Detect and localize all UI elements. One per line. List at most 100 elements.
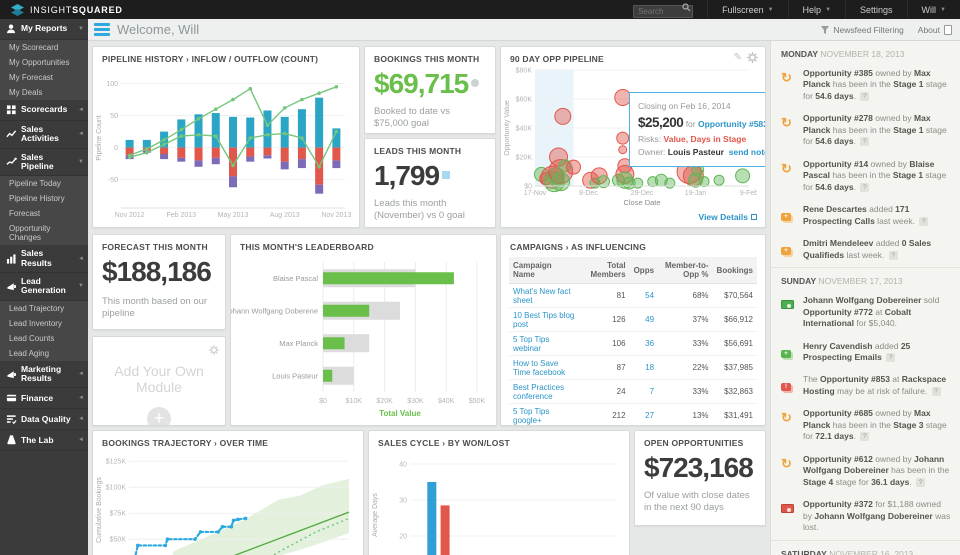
gear-icon[interactable] <box>747 52 758 63</box>
opps-link[interactable]: 36 <box>629 331 659 356</box>
add-module-button[interactable]: + <box>147 407 171 425</box>
tooltip-opportunity-link[interactable]: Opportunity #583 <box>697 118 766 129</box>
insightsquared-logo[interactable]: INSIGHTSQUARED <box>0 3 133 16</box>
sidebar-item-my-reports[interactable]: My Reports ▼ <box>0 19 88 40</box>
campaign-link[interactable]: How to Save Time facebook <box>509 355 579 380</box>
about-button[interactable]: About <box>918 24 952 35</box>
sidebar-subitem-lead-inventory[interactable]: Lead Inventory <box>0 315 88 331</box>
svg-text:$75K: $75K <box>110 511 127 518</box>
help-icon[interactable]: ? <box>886 352 896 362</box>
search-icon[interactable] <box>682 2 691 12</box>
sidebar-subitem-my-forecast[interactable]: My Forecast <box>0 70 88 85</box>
opps-link[interactable]: 49 <box>629 307 659 332</box>
newsfeed-filtering-button[interactable]: Newsfeed Filtering <box>821 25 904 35</box>
sidebar-subitem-pipeline-today[interactable]: Pipeline Today <box>0 176 88 192</box>
help-icon[interactable]: ? <box>919 216 929 226</box>
sidebar-subitem-my-deals[interactable]: My Deals <box>0 85 88 100</box>
menu-toggle-button[interactable] <box>94 23 110 36</box>
help-icon[interactable]: ? <box>860 182 870 192</box>
panel-leads-month: LEADS THIS MONTH 1,799 Leads this month … <box>364 138 496 228</box>
sidebar-subitem-my-opportunities[interactable]: My Opportunities <box>0 55 88 70</box>
sidebar-subitem-forecast[interactable]: Forecast <box>0 206 88 222</box>
feed-item[interactable]: ↻ Opportunity #385 owned by Max Planck ha… <box>781 68 947 101</box>
help-icon[interactable]: ? <box>860 432 870 442</box>
svg-text:8-Dec: 8-Dec <box>579 190 598 197</box>
feed-item[interactable]: ↻ Opportunity #278 owned by Max Planck ha… <box>781 113 947 147</box>
settings-button[interactable]: Settings <box>845 0 907 19</box>
column-header-total-members[interactable]: Total Members <box>578 257 630 284</box>
opps-link[interactable]: 18 <box>629 355 659 380</box>
column-header-member-to-opp[interactable]: Member-to-Opp % <box>658 257 713 284</box>
sidebar-item-sales-pipeline[interactable]: Sales Pipeline ▼ <box>0 149 88 177</box>
help-icon[interactable]: ? <box>860 91 870 101</box>
sidebar-subitem-lead-counts[interactable]: Lead Counts <box>0 330 88 346</box>
panel-title: BOOKINGS THIS MONTH <box>374 54 480 64</box>
feed-item[interactable]: + Dmitri Mendeleev added 0 Sales Qualifie… <box>771 233 960 267</box>
svg-text:$40K: $40K <box>438 398 455 405</box>
sidebar-item-sales-activities[interactable]: Sales Activities ◄ <box>0 121 88 149</box>
sidebar-subitem-lead-aging[interactable]: Lead Aging <box>0 345 88 361</box>
feed-item[interactable]: + Henry Cavendish added 25 Prospecting Em… <box>771 336 960 370</box>
gear-icon[interactable] <box>209 345 219 355</box>
campaign-link[interactable]: What's New fact sheet <box>509 283 579 308</box>
sidebar-subitem-opportunity-changes[interactable]: Opportunity Changes <box>0 221 88 246</box>
column-header-bookings[interactable]: Bookings <box>712 257 757 284</box>
sidebar-item-data-quality[interactable]: Data Quality ◄ <box>0 409 88 431</box>
opps-link[interactable]: 54 <box>629 283 659 308</box>
send-note-link[interactable]: send note <box>728 146 766 157</box>
feed-item[interactable]: ↻ Opportunity #685 owned by Max Planck ha… <box>781 408 947 442</box>
svg-text:-50: -50 <box>108 177 118 184</box>
edit-icon[interactable]: ✎ <box>733 52 742 63</box>
column-header-campaign-name[interactable]: Campaign Name <box>509 257 579 284</box>
panel-sales-cycle: SALES CYCLE › BY WON/LOST 40 30 20 Average … <box>368 430 630 555</box>
sidebar-item-sales-results[interactable]: Sales Results ◄ <box>0 245 88 274</box>
sidebar-subitem-pipeline-history[interactable]: Pipeline History <box>0 191 88 207</box>
sidebar-item-marketing-results[interactable]: Marketing Results ◄ <box>0 361 88 389</box>
pipeline-history-chart[interactable]: 100 50 0 -50 Nov 2012 Feb 2013 May 2013 Aug 201… <box>93 66 351 221</box>
feed-item[interactable]: Opportunity #372 for $1,188 owned by Joh… <box>771 494 960 539</box>
opps-link[interactable]: 7 <box>629 379 659 404</box>
trajectory-line-chart[interactable]: $125K $100K $75K $50K Cumulative Bookings <box>93 450 355 555</box>
feed-item[interactable]: ! The Opportunity #853 at Rackspace Hosti… <box>771 369 960 403</box>
sales-cycle-bar-chart[interactable]: 40 30 20 Average Days <box>369 450 621 555</box>
sidebar-item-finance[interactable]: Finance ◄ <box>0 388 88 410</box>
user-menu[interactable]: Will ▼ <box>906 0 960 19</box>
campaign-link[interactable]: 5 Top Tips webinar <box>509 331 579 356</box>
chart-icon <box>6 128 17 140</box>
external-link-icon <box>751 214 757 220</box>
content-header: Welcome, Will Newsfeed Filtering About <box>88 19 960 41</box>
svg-text:Blaise Pascal: Blaise Pascal <box>273 274 318 283</box>
goal-indicator-icon[interactable] <box>471 79 480 87</box>
campaign-link[interactable]: Best Practices conference <box>509 379 579 404</box>
chevron-down-icon: ▼ <box>940 6 946 13</box>
opp-pipeline-scatter-chart[interactable]: $80K $60K $40K $20K $017-Nov 8-Dec 29-Dec 19-Ja… <box>501 66 758 214</box>
campaign-link[interactable]: 10 Best Tips blog post <box>509 307 579 332</box>
sidebar-item-lead-generation[interactable]: Lead Generation ▼ <box>0 273 88 301</box>
feed-item[interactable]: + Rene Descartes added 171 Prospecting Ca… <box>771 199 960 233</box>
svg-text:Opportunity Value: Opportunity Value <box>504 100 511 156</box>
column-header-opps[interactable]: Opps <box>629 257 659 284</box>
feed-item[interactable]: ↻ Opportunity #14 owned by Blaise Pascal … <box>781 158 947 192</box>
search-input[interactable] <box>633 4 694 18</box>
chevron-right-icon: ◄ <box>78 107 84 113</box>
sidebar-item-the-lab[interactable]: The Lab ◄ <box>0 430 88 452</box>
help-icon[interactable]: ? <box>916 477 926 487</box>
help-icon[interactable]: ? <box>860 137 870 147</box>
main-content: PIPELINE HISTORY › INFLOW / OUTFLOW (COU… <box>88 41 770 555</box>
campaign-link[interactable]: 5 Top Tips google+ <box>509 403 579 425</box>
sidebar-subitem-my-scorecard[interactable]: My Scorecard <box>0 40 88 55</box>
fullscreen-button[interactable]: Fullscreen ▼ <box>707 0 787 19</box>
sidebar-item-scorecards[interactable]: Scorecards ◄ <box>0 100 88 121</box>
help-icon[interactable]: ? <box>888 250 898 260</box>
tooltip-amount: $25,200 <box>638 114 684 130</box>
view-details-link[interactable]: View Details <box>699 212 757 222</box>
opps-link[interactable]: 27 <box>629 403 659 425</box>
sidebar-subitem-lead-trajectory[interactable]: Lead Trajectory <box>0 300 88 316</box>
help-icon[interactable]: ? <box>931 386 941 396</box>
leaderboard-bar-chart[interactable]: $0 $10K $20K $30K $40K $50K Blaise Pascal Johan… <box>231 254 488 422</box>
feed-item[interactable]: Johann Wolfgang Dobereiner sold Opportun… <box>771 290 960 335</box>
chevron-right-icon: ◄ <box>78 131 84 138</box>
feed-item[interactable]: ↻ Opportunity #612 owned by Johann Wolfga… <box>781 453 950 487</box>
help-menu[interactable]: Help ▼ <box>787 0 845 19</box>
goal-indicator-icon[interactable] <box>442 171 451 179</box>
